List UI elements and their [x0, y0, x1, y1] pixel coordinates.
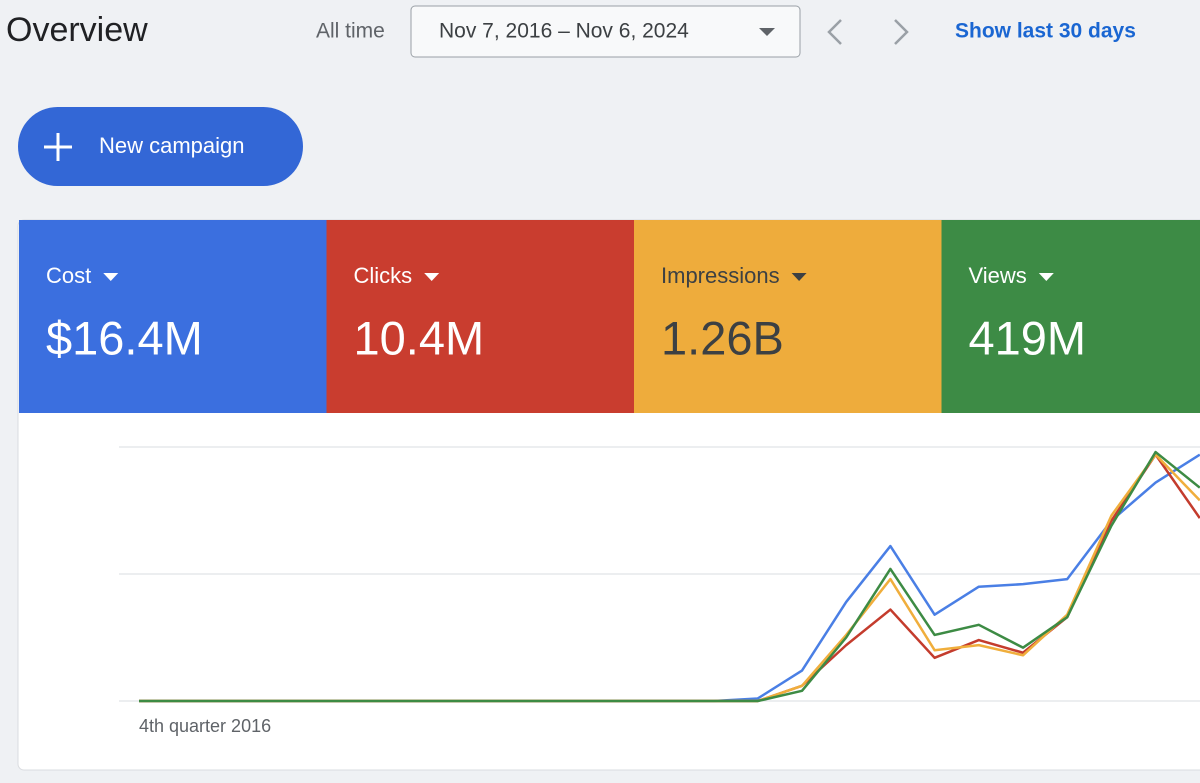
page-title: Overview — [6, 11, 148, 49]
x-tick-label: 4th quarter 2016 — [139, 716, 271, 736]
metric-label[interactable]: Cost — [46, 263, 91, 288]
date-range[interactable]: Nov 7, 2016 – Nov 6, 2024 — [439, 20, 689, 43]
metric-total[interactable]: 419M — [969, 311, 1087, 364]
next-button[interactable] — [895, 20, 907, 44]
button-label[interactable]: New campaign — [99, 133, 245, 158]
metric-total[interactable]: 1.26B — [661, 311, 784, 364]
metric-label[interactable]: Views — [969, 263, 1027, 288]
show-last-30-days-link[interactable]: Show last 30 days — [955, 20, 1136, 43]
metric-total[interactable]: $16.4M — [46, 311, 203, 364]
previous-button[interactable] — [829, 20, 841, 44]
metric-label[interactable]: Impressions — [661, 263, 780, 288]
metric-total[interactable]: 10.4M — [354, 311, 485, 364]
date-range-picker[interactable]: Nov 7, 2016 – Nov 6, 2024 — [411, 6, 800, 57]
metric-label[interactable]: Clicks — [354, 263, 413, 288]
range-label: All time — [316, 20, 385, 43]
new-campaign-button[interactable]: New campaign — [18, 107, 303, 186]
